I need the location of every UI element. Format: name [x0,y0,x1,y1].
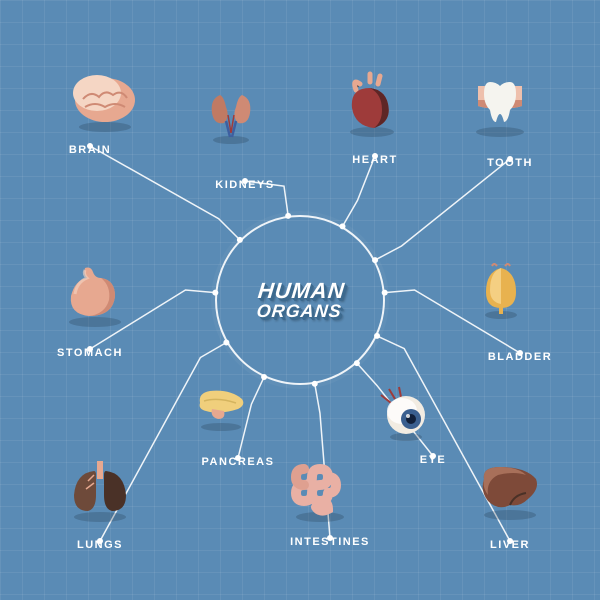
node-stomach: STOMACH [55,260,135,330]
hub: HUMAN ORGANS [215,215,385,385]
label-eye: EYE [420,454,447,466]
node-eye: EYE [375,385,437,450]
liver-icon [470,455,550,525]
title-line-2: ORGANS [254,302,343,321]
brain-icon [65,65,145,135]
node-pancreas: PANCREAS [190,375,252,440]
node-intestines: INTESTINES [280,455,360,525]
title-line-1: HUMAN [256,278,346,303]
hub-ring: HUMAN ORGANS [215,215,385,385]
node-liver: LIVER [470,455,550,525]
intestines-icon [280,455,360,525]
eye-icon [375,385,437,450]
label-kidneys: KIDNEYS [215,179,274,191]
node-tooth: TOOTH [460,70,540,140]
infographic-canvas: HUMAN ORGANS BRAIN KIDNEYS HEART TOOTH S… [0,0,600,600]
node-brain: BRAIN [65,65,145,135]
tooth-icon [460,70,540,140]
label-lungs: LUNGS [77,539,123,551]
node-kidneys: KIDNEYS [200,85,262,150]
label-heart: HEART [352,154,397,166]
label-stomach: STOMACH [57,347,123,359]
label-brain: BRAIN [69,144,111,156]
label-liver: LIVER [490,539,530,551]
label-bladder: BLADDER [488,351,552,363]
pancreas-icon [190,375,252,440]
lungs-icon [60,455,140,525]
node-lungs: LUNGS [60,455,140,525]
label-intestines: INTESTINES [290,536,370,548]
node-heart: HEART [330,70,410,140]
kidneys-icon [200,85,262,150]
heart-icon [330,70,410,140]
node-bladder: BLADDER [470,260,532,325]
stomach-icon [55,260,135,330]
label-tooth: TOOTH [487,157,533,169]
label-pancreas: PANCREAS [202,456,275,468]
bladder-icon [470,260,532,325]
hub-title: HUMAN ORGANS [254,279,345,321]
